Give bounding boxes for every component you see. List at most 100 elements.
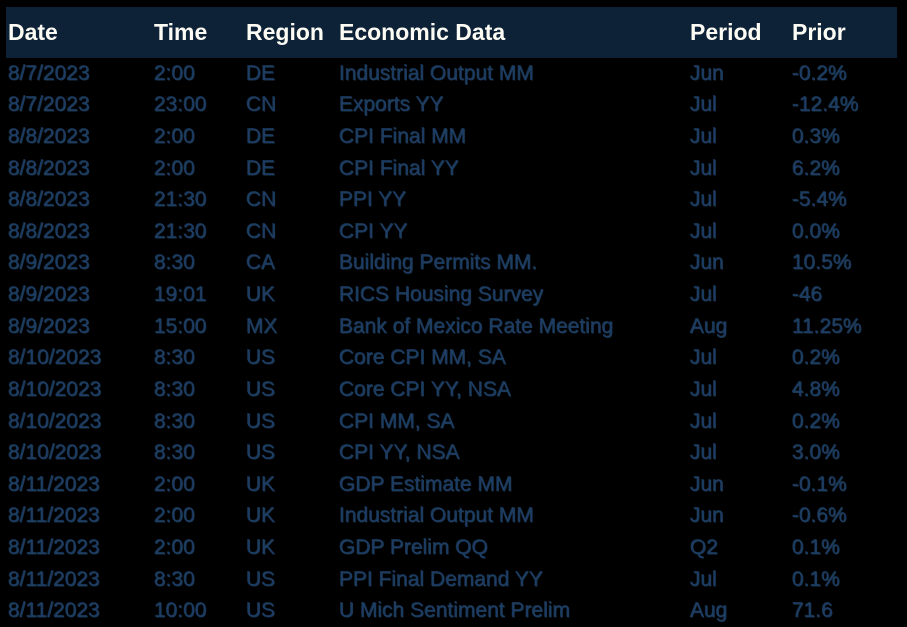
cell-period: Jul bbox=[690, 125, 717, 149]
cell-prior: -0.1% bbox=[792, 472, 847, 496]
table-row: 8/9/2023 19:01 UK RICS Housing Survey Jul -46 bbox=[6, 279, 897, 311]
header-cell-date[interactable]: Date bbox=[8, 19, 58, 45]
cell-time: 21:30 bbox=[154, 219, 207, 243]
cell-region: US bbox=[246, 346, 276, 370]
cell-region: CN bbox=[246, 188, 277, 212]
cell-date: 8/7/2023 bbox=[8, 61, 90, 85]
table-row: 8/11/2023 2:00 UK GDP Estimate MM Jun -0.1% bbox=[6, 469, 897, 501]
cell-event: Industrial Output MM bbox=[339, 61, 534, 85]
cell-date: 8/10/2023 bbox=[8, 377, 102, 401]
cell-region: MX bbox=[246, 314, 278, 338]
cell-time: 21:30 bbox=[154, 188, 207, 212]
table-body: 8/7/2023 2:00 DE Industrial Output MM Jun -0.… bbox=[6, 58, 897, 627]
table-row: 8/8/2023 2:00 DE CPI Final MM Jul 0.3% bbox=[6, 121, 897, 153]
cell-date: 8/10/2023 bbox=[8, 409, 102, 433]
cell-prior: 0.1% bbox=[792, 535, 840, 559]
cell-time: 8:30 bbox=[154, 346, 195, 370]
cell-time: 8:30 bbox=[154, 251, 195, 275]
cell-date: 8/11/2023 bbox=[8, 504, 100, 528]
cell-period: Jul bbox=[690, 156, 717, 180]
cell-prior: 0.2% bbox=[792, 346, 840, 370]
table-row: 8/8/2023 21:30 CN CPI YY Jul 0.0% bbox=[6, 216, 897, 248]
cell-time: 8:30 bbox=[154, 441, 195, 465]
cell-event: PPI YY bbox=[339, 188, 407, 212]
cell-date: 8/11/2023 bbox=[8, 567, 100, 591]
table-row: 8/8/2023 2:00 DE CPI Final YY Jul 6.2% bbox=[6, 153, 897, 185]
cell-period: Aug bbox=[690, 314, 728, 338]
cell-period: Jul bbox=[690, 441, 717, 465]
table-row: 8/8/2023 21:30 CN PPI YY Jul -5.4% bbox=[6, 184, 897, 216]
cell-region: US bbox=[246, 377, 276, 401]
cell-date: 8/9/2023 bbox=[8, 283, 90, 307]
cell-event: RICS Housing Survey bbox=[339, 283, 544, 307]
cell-prior: 71.6 bbox=[792, 599, 833, 623]
cell-time: 2:00 bbox=[154, 125, 195, 149]
header-cell-prior[interactable]: Prior bbox=[792, 19, 846, 45]
header-cell-economic-data[interactable]: Economic Data bbox=[339, 19, 506, 45]
cell-prior: 0.2% bbox=[792, 409, 840, 433]
cell-period: Jul bbox=[690, 188, 717, 212]
cell-time: 8:30 bbox=[154, 567, 195, 591]
header-cell-time[interactable]: Time bbox=[154, 19, 208, 45]
cell-region: CA bbox=[246, 251, 276, 275]
cell-date: 8/8/2023 bbox=[8, 156, 90, 180]
cell-event: Core CPI MM, SA bbox=[339, 346, 506, 370]
cell-prior: 4.8% bbox=[792, 377, 840, 401]
cell-date: 8/11/2023 bbox=[8, 535, 100, 559]
cell-date: 8/8/2023 bbox=[8, 219, 90, 243]
cell-date: 8/8/2023 bbox=[8, 188, 90, 212]
cell-time: 19:01 bbox=[154, 283, 207, 307]
cell-region: DE bbox=[246, 156, 276, 180]
table-row: 8/11/2023 8:30 US PPI Final Demand YY Jul 0.1… bbox=[6, 564, 897, 596]
cell-prior: 0.0% bbox=[792, 219, 840, 243]
cell-event: CPI Final MM bbox=[339, 125, 467, 149]
cell-prior: -46 bbox=[792, 283, 823, 307]
cell-event: Building Permits MM. bbox=[339, 251, 538, 275]
cell-period: Jul bbox=[690, 346, 717, 370]
cell-region: US bbox=[246, 567, 276, 591]
cell-prior: 3.0% bbox=[792, 441, 840, 465]
cell-period: Jul bbox=[690, 283, 717, 307]
cell-prior: 6.2% bbox=[792, 156, 840, 180]
cell-period: Jul bbox=[690, 409, 717, 433]
cell-date: 8/9/2023 bbox=[8, 314, 90, 338]
cell-region: US bbox=[246, 441, 276, 465]
cell-prior: 10.5% bbox=[792, 251, 852, 275]
cell-time: 15:00 bbox=[154, 314, 207, 338]
cell-time: 2:00 bbox=[154, 535, 195, 559]
table-row: 8/9/2023 8:30 CA Building Permits MM. Jun 10.… bbox=[6, 248, 897, 280]
cell-period: Aug bbox=[690, 599, 728, 623]
cell-prior: 11.25% bbox=[792, 314, 862, 338]
cell-period: Jul bbox=[690, 377, 717, 401]
table-header-row: Date Time Region Economic Data Period Pr… bbox=[6, 7, 897, 58]
cell-time: 2:00 bbox=[154, 472, 195, 496]
cell-prior: 0.1% bbox=[792, 567, 840, 591]
cell-event: Industrial Output MM bbox=[339, 504, 534, 528]
cell-time: 23:00 bbox=[154, 93, 207, 117]
header-cell-period[interactable]: Period bbox=[690, 19, 762, 45]
table-row: 8/11/2023 2:00 UK GDP Prelim QQ Q2 0.1% bbox=[6, 532, 897, 564]
header-cell-region[interactable]: Region bbox=[246, 19, 324, 45]
cell-period: Jul bbox=[690, 93, 717, 117]
cell-date: 8/10/2023 bbox=[8, 441, 102, 465]
cell-event: PPI Final Demand YY bbox=[339, 567, 543, 591]
cell-date: 8/9/2023 bbox=[8, 251, 90, 275]
table-row: 8/10/2023 8:30 US CPI MM, SA Jul 0.2% bbox=[6, 406, 897, 438]
cell-prior: -5.4% bbox=[792, 188, 847, 212]
cell-period: Q2 bbox=[690, 535, 719, 559]
cell-event: GDP Estimate MM bbox=[339, 472, 513, 496]
table-row: 8/11/2023 2:00 UK Industrial Output MM Jun -0… bbox=[6, 501, 897, 533]
cell-prior: 0.3% bbox=[792, 125, 840, 149]
cell-date: 8/11/2023 bbox=[8, 472, 100, 496]
cell-region: DE bbox=[246, 61, 276, 85]
cell-event: CPI YY bbox=[339, 219, 408, 243]
cell-date: 8/7/2023 bbox=[8, 93, 90, 117]
cell-event: CPI MM, SA bbox=[339, 409, 455, 433]
table-row: 8/11/2023 10:00 US U Mich Sentiment Prelim A… bbox=[6, 595, 897, 627]
cell-period: Jun bbox=[690, 251, 724, 275]
cell-event: Bank of Mexico Rate Meeting bbox=[339, 314, 614, 338]
cell-time: 10:00 bbox=[154, 599, 207, 623]
table-row: 8/10/2023 8:30 US Core CPI MM, SA Jul 0.2% bbox=[6, 342, 897, 374]
cell-prior: -0.2% bbox=[792, 61, 847, 85]
cell-region: UK bbox=[246, 472, 276, 496]
